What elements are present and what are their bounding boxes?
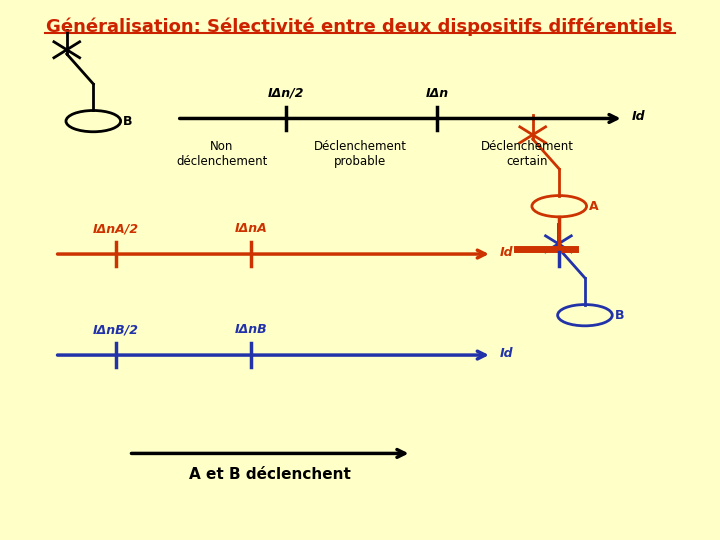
Text: B: B <box>615 309 624 322</box>
Text: IΔn/2: IΔn/2 <box>268 87 305 100</box>
Text: Id: Id <box>500 347 514 360</box>
Text: IΔn: IΔn <box>426 87 449 100</box>
Text: A: A <box>589 200 599 213</box>
Text: Id: Id <box>500 246 514 259</box>
Text: IΔnA/2: IΔnA/2 <box>93 222 139 235</box>
Text: Id: Id <box>632 110 645 123</box>
Text: Déclenchement
certain: Déclenchement certain <box>480 140 574 168</box>
Text: Déclenchement
probable: Déclenchement probable <box>313 140 407 168</box>
Text: Non
déclenchement: Non déclenchement <box>176 140 268 168</box>
Text: IΔnA: IΔnA <box>235 222 267 235</box>
Text: Généralisation: Sélectivité entre deux dispositifs différentiels: Généralisation: Sélectivité entre deux d… <box>47 17 673 36</box>
Text: A et B déclenchent: A et B déclenchent <box>189 467 351 482</box>
Text: B: B <box>123 114 132 127</box>
Text: IΔnB/2: IΔnB/2 <box>93 323 139 336</box>
Text: IΔnB: IΔnB <box>235 323 267 336</box>
